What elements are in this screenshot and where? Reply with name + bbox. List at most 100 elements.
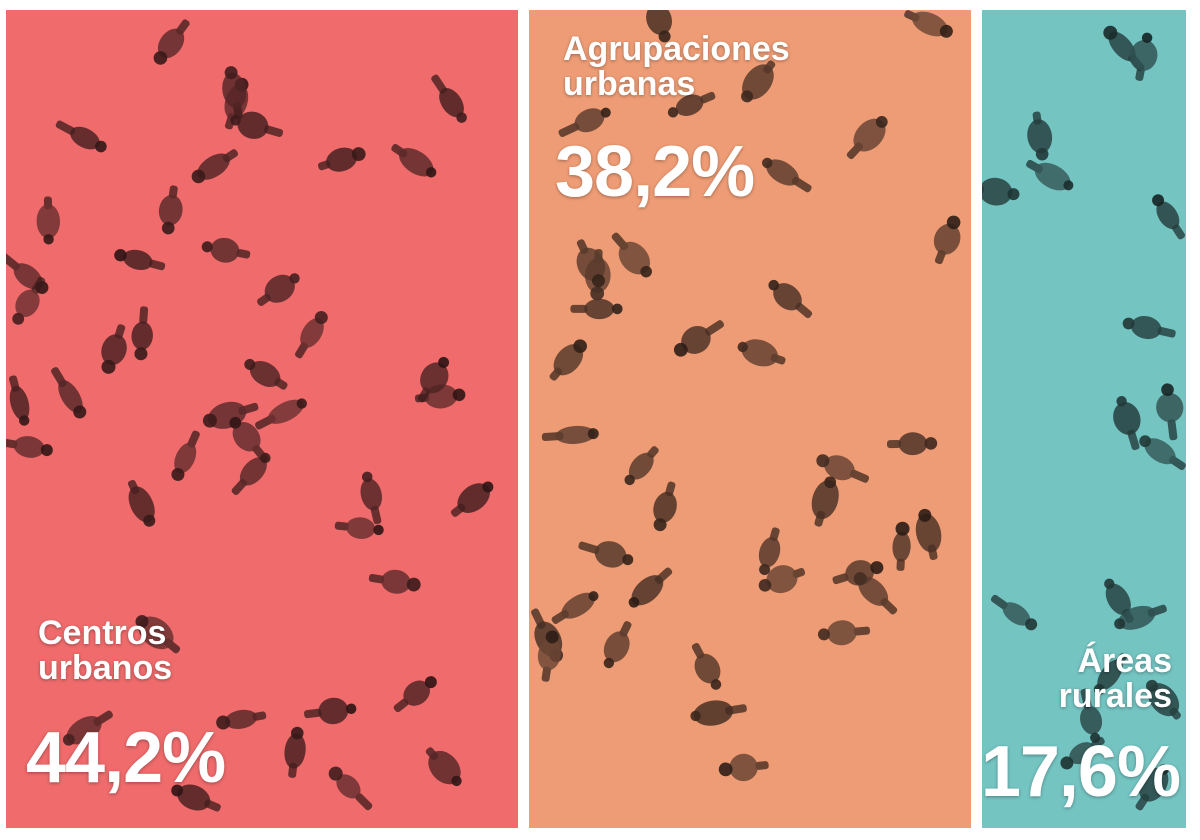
person-figure xyxy=(737,339,786,367)
person-figure xyxy=(191,149,239,184)
person-figure xyxy=(368,569,421,594)
person-figure xyxy=(1113,396,1141,451)
person-figure xyxy=(55,120,107,153)
person-figure xyxy=(1080,688,1103,743)
category-label: Centros urbanos xyxy=(38,616,172,685)
person-figure xyxy=(431,74,467,123)
person-figure xyxy=(611,232,652,278)
person-figure xyxy=(646,10,672,43)
person-figure xyxy=(990,594,1038,631)
crowd-background xyxy=(982,25,1186,811)
person-figure xyxy=(304,697,357,725)
person-figure xyxy=(624,446,659,486)
person-figure xyxy=(691,642,722,690)
person-figure xyxy=(417,356,450,403)
person-figure xyxy=(549,339,587,381)
person-figure xyxy=(551,591,599,624)
person-figure xyxy=(673,320,725,357)
person-figure xyxy=(216,709,267,730)
person-figure xyxy=(1156,383,1184,441)
person-figure xyxy=(1122,316,1176,340)
person-figure xyxy=(537,630,561,682)
person-figure xyxy=(328,766,373,811)
person-figure xyxy=(391,143,437,178)
person-figure xyxy=(231,452,271,496)
person-figure xyxy=(1129,32,1158,81)
person-figure xyxy=(1060,736,1105,770)
person-figure xyxy=(915,508,942,561)
category-label-line: Agrupaciones xyxy=(563,30,790,68)
share-panel-3: Áreas rurales 17,6% xyxy=(982,10,1186,828)
person-figure xyxy=(255,398,307,430)
person-figure xyxy=(982,177,1020,206)
person-figure xyxy=(1093,653,1127,695)
person-figure xyxy=(762,157,812,193)
person-figure xyxy=(230,111,284,139)
person-figure xyxy=(933,215,961,265)
category-label: Agrupaciones urbanas xyxy=(563,32,790,101)
value-label: 17,6% xyxy=(982,732,1181,812)
person-figure xyxy=(832,560,884,586)
person-figure xyxy=(817,620,871,646)
person-figure xyxy=(131,306,153,361)
person-figure xyxy=(886,432,938,456)
person-figure xyxy=(1135,764,1169,811)
person-figure xyxy=(758,565,806,594)
person-figure xyxy=(628,567,673,608)
person-figure xyxy=(36,196,60,245)
person-figure xyxy=(768,279,813,319)
person-figure xyxy=(295,311,328,359)
person-figure xyxy=(127,479,156,527)
person-figure xyxy=(114,248,166,271)
person-figure xyxy=(201,237,251,263)
share-panel-1: Centros urbanos 44,2% xyxy=(6,10,518,828)
person-figure xyxy=(853,572,898,615)
person-figure xyxy=(393,676,437,713)
person-figure xyxy=(244,358,288,390)
person-figure xyxy=(667,91,716,118)
person-figure xyxy=(892,521,911,571)
person-figure xyxy=(229,416,269,463)
person-figure xyxy=(425,747,462,787)
person-figure xyxy=(171,430,200,481)
person-figure xyxy=(846,116,888,160)
share-panel-2: Agrupaciones urbanas 38,2% xyxy=(529,10,971,828)
person-figure xyxy=(811,476,839,527)
person-figure xyxy=(690,700,747,726)
person-figure xyxy=(1027,111,1053,161)
category-label: Áreas rurales xyxy=(1059,644,1172,713)
person-figure xyxy=(450,481,494,517)
person-figure xyxy=(153,19,190,65)
crowd-background xyxy=(531,10,961,782)
person-figure xyxy=(541,425,599,445)
person-figure xyxy=(570,298,623,320)
person-figure xyxy=(317,147,366,172)
person-figure xyxy=(12,276,46,325)
category-label-line: urbanas xyxy=(563,64,696,103)
person-figure xyxy=(758,527,781,576)
person-figure xyxy=(578,541,634,568)
person-figure xyxy=(222,66,247,120)
person-figure xyxy=(9,375,30,426)
person-figure xyxy=(360,471,383,525)
value-label: 44,2% xyxy=(26,718,226,798)
category-label-line: Centros xyxy=(38,614,167,652)
category-label-line: urbanos xyxy=(38,648,173,687)
person-figure xyxy=(1139,435,1186,471)
person-figure xyxy=(6,436,53,458)
person-figure xyxy=(741,60,776,103)
person-figure xyxy=(653,481,677,532)
person-figure xyxy=(1152,194,1185,240)
person-figure xyxy=(1145,679,1181,720)
person-figure xyxy=(718,753,769,782)
person-figure xyxy=(135,615,181,654)
person-figure xyxy=(284,726,306,778)
person-figure xyxy=(816,454,870,483)
person-figure xyxy=(101,324,127,374)
person-figure xyxy=(171,784,221,812)
person-figure xyxy=(158,185,183,235)
crowd-background xyxy=(6,19,494,812)
person-figure xyxy=(904,10,953,38)
person-figure xyxy=(576,239,606,288)
